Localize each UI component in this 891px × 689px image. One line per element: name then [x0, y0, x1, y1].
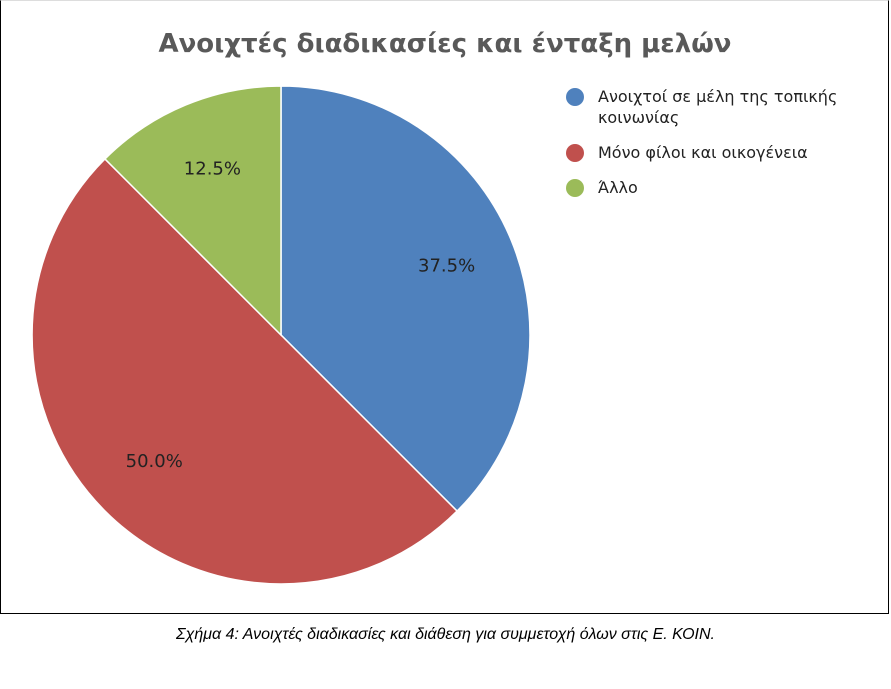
- pie-slice: [31, 157, 459, 585]
- legend-item: Άλλο: [566, 177, 856, 198]
- legend-item: Μόνο φίλοι και οικογένεια: [566, 142, 856, 163]
- legend-swatch: [566, 144, 584, 162]
- legend-item: Ανοιχτοί σε μέλη της τοπικής κοινωνίας: [566, 86, 856, 128]
- legend: Ανοιχτοί σε μέλη της τοπικής κοινωνίας Μό…: [566, 86, 856, 212]
- legend-label: Μόνο φίλοι και οικογένεια: [598, 143, 808, 162]
- pie-slice: [280, 85, 531, 513]
- legend-label: Ανοιχτοί σε μέλη της τοπικής κοινωνίας: [598, 87, 838, 127]
- data-label: 37.5%: [418, 255, 475, 276]
- legend-swatch: [566, 179, 584, 197]
- chart-frame: [0, 0, 889, 614]
- pie-slice: [103, 85, 282, 337]
- caption: Σχήμα 4: Ανοιχτές διαδικασίες και διάθεσ…: [176, 626, 715, 643]
- chart-title: Ανοιχτές διαδικασίες και ένταξη μελών: [158, 29, 731, 59]
- data-label: 12.5%: [184, 158, 241, 179]
- data-label: 50.0%: [126, 451, 183, 472]
- legend-label: Άλλο: [598, 178, 638, 197]
- chart: Ανοιχτές διαδικασίες και ένταξη μελών 37…: [31, 29, 732, 585]
- legend-swatch: [566, 88, 584, 106]
